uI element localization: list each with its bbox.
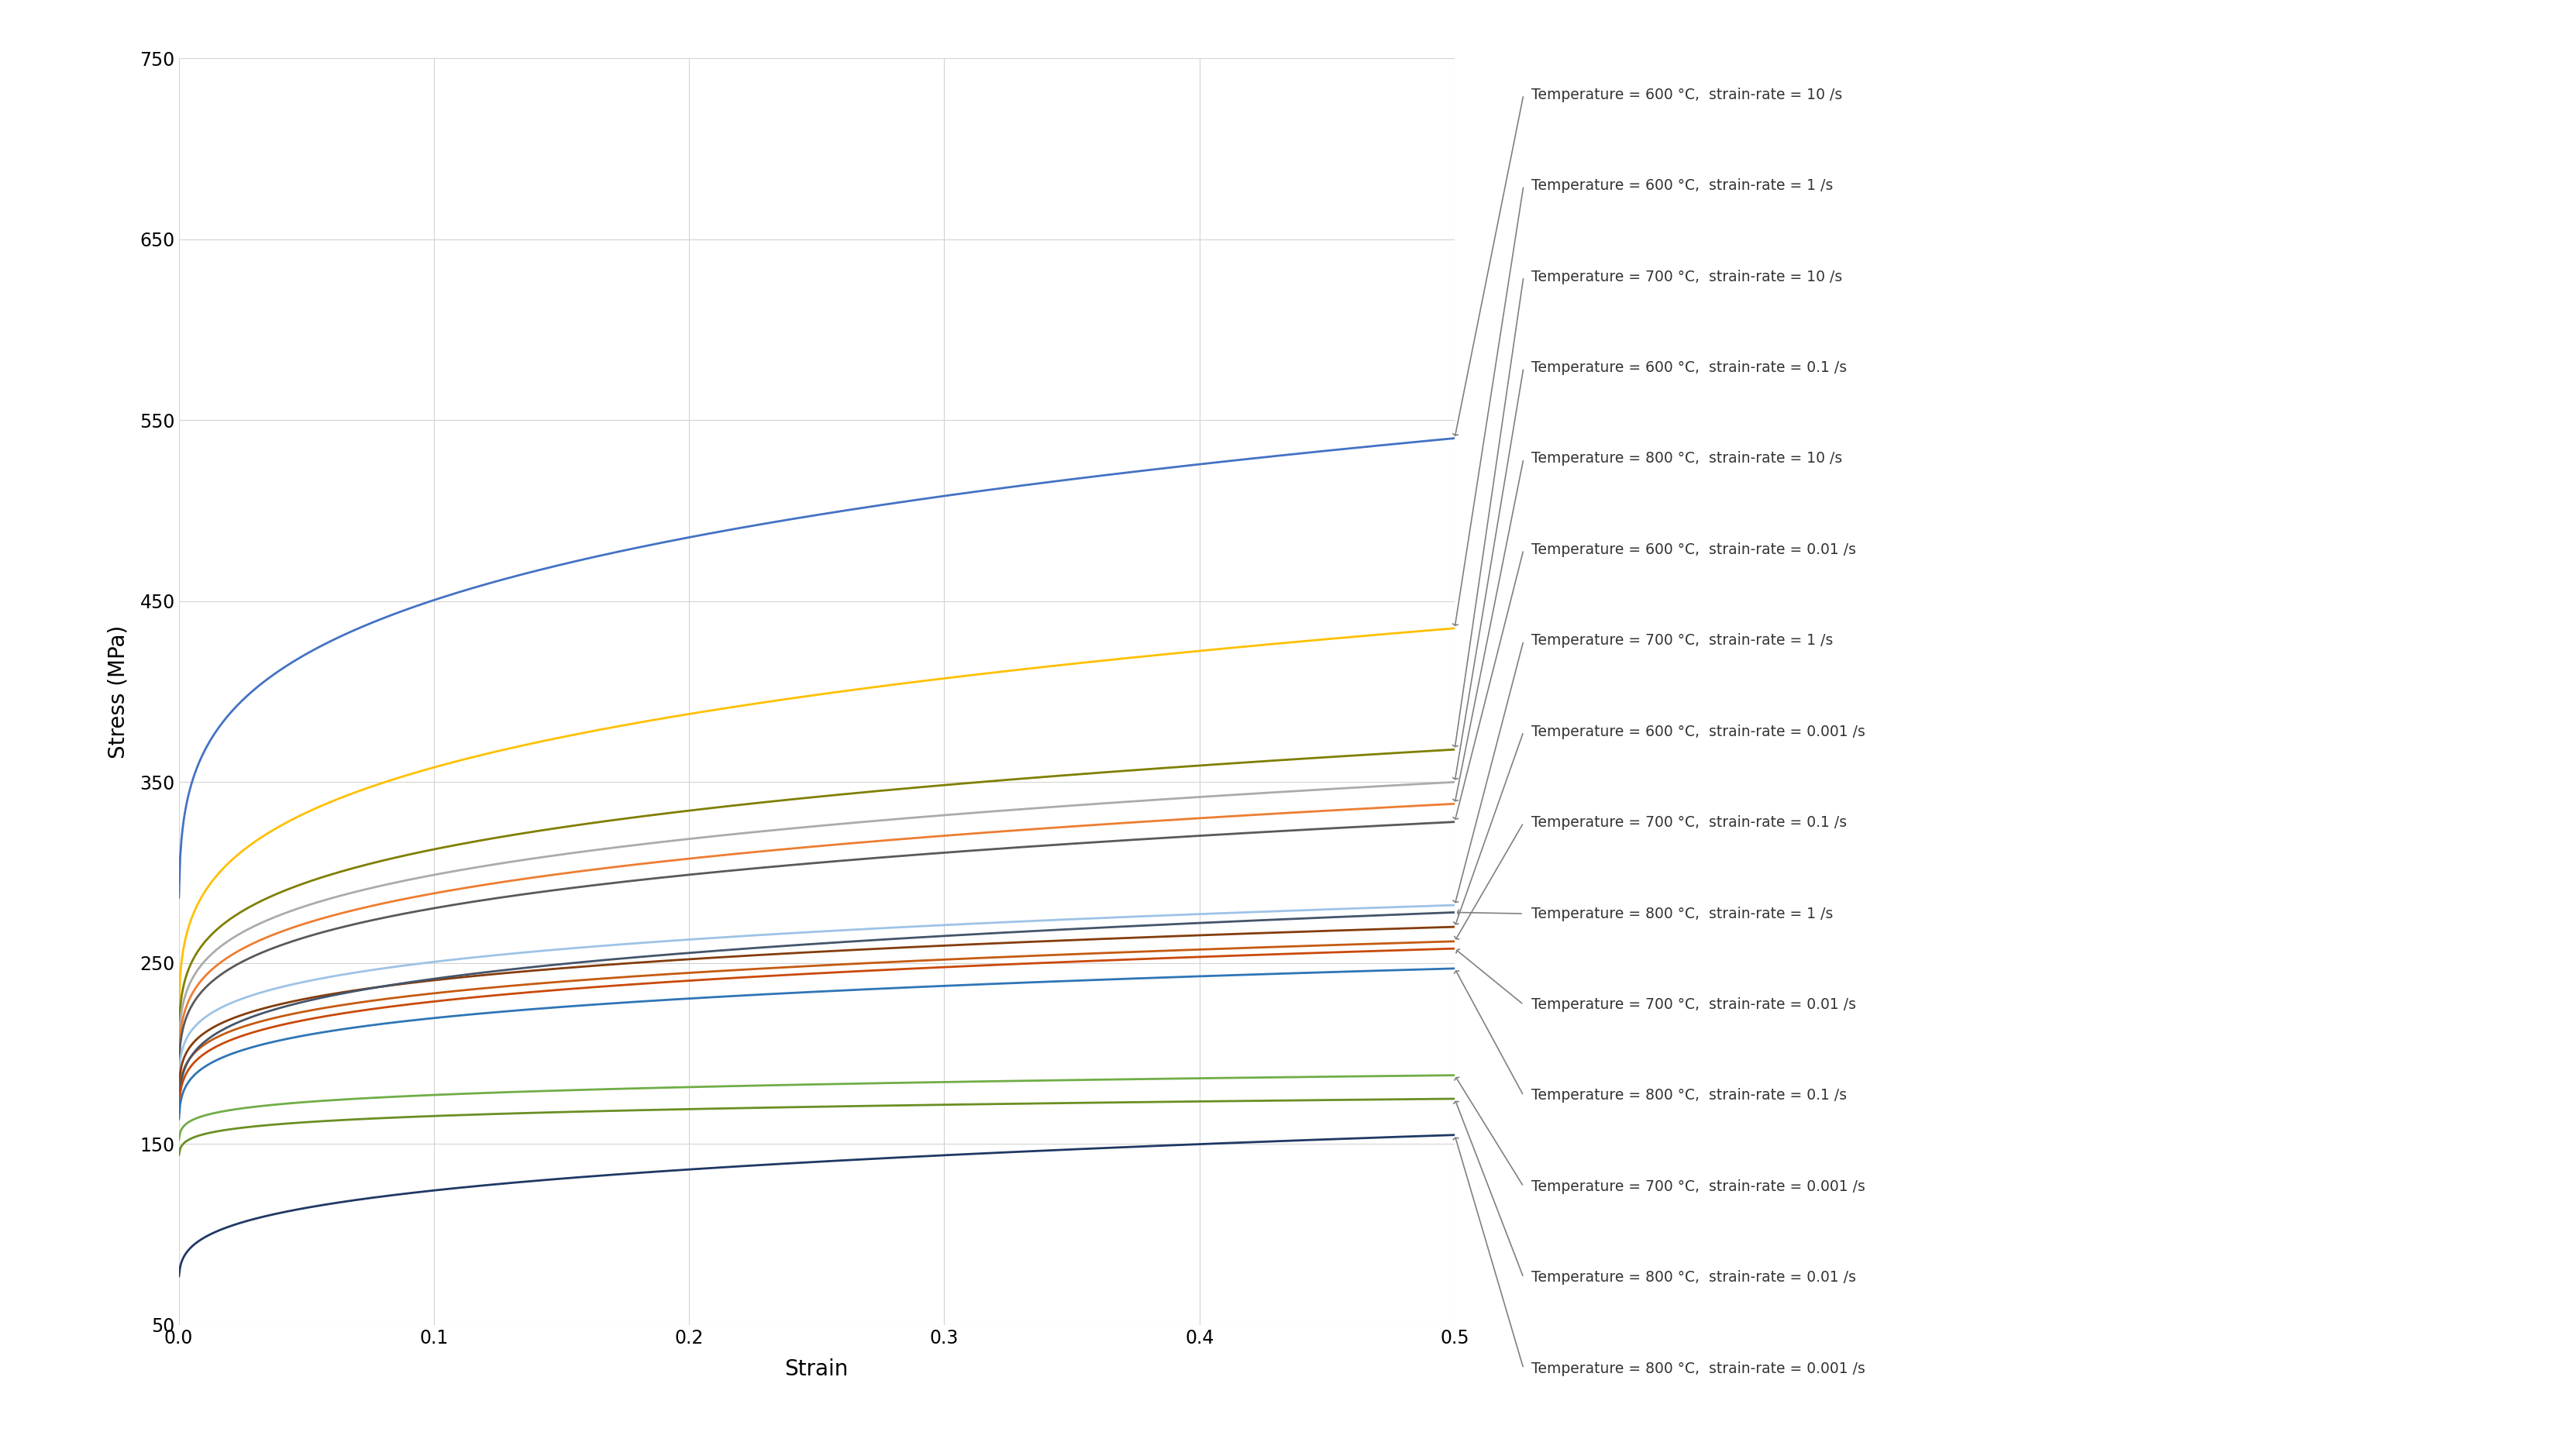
Text: Temperature = 800 °C,  strain-rate = 10 /s: Temperature = 800 °C, strain-rate = 10 /… <box>1531 451 1843 466</box>
Text: Temperature = 700 °C,  strain-rate = 0.01 /s: Temperature = 700 °C, strain-rate = 0.01… <box>1531 997 1855 1012</box>
Text: Temperature = 800 °C,  strain-rate = 0.01 /s: Temperature = 800 °C, strain-rate = 0.01… <box>1531 1270 1855 1286</box>
Text: Temperature = 600 °C,  strain-rate = 1 /s: Temperature = 600 °C, strain-rate = 1 /s <box>1531 178 1832 194</box>
Y-axis label: Stress (MPa): Stress (MPa) <box>107 625 128 759</box>
Text: Temperature = 800 °C,  strain-rate = 0.001 /s: Temperature = 800 °C, strain-rate = 0.00… <box>1531 1361 1866 1376</box>
Text: Temperature = 700 °C,  strain-rate = 0.001 /s: Temperature = 700 °C, strain-rate = 0.00… <box>1531 1179 1866 1194</box>
Text: Temperature = 700 °C,  strain-rate = 10 /s: Temperature = 700 °C, strain-rate = 10 /… <box>1531 269 1843 284</box>
Text: Temperature = 800 °C,  strain-rate = 1 /s: Temperature = 800 °C, strain-rate = 1 /s <box>1531 906 1832 922</box>
Text: Temperature = 700 °C,  strain-rate = 1 /s: Temperature = 700 °C, strain-rate = 1 /s <box>1531 633 1832 648</box>
Text: Temperature = 600 °C,  strain-rate = 10 /s: Temperature = 600 °C, strain-rate = 10 /… <box>1531 87 1843 102</box>
Text: Temperature = 600 °C,  strain-rate = 0.001 /s: Temperature = 600 °C, strain-rate = 0.00… <box>1531 724 1866 740</box>
Text: Temperature = 600 °C,  strain-rate = 0.01 /s: Temperature = 600 °C, strain-rate = 0.01… <box>1531 542 1855 558</box>
X-axis label: Strain: Strain <box>783 1358 850 1380</box>
Text: Temperature = 600 °C,  strain-rate = 0.1 /s: Temperature = 600 °C, strain-rate = 0.1 … <box>1531 360 1848 376</box>
Text: Temperature = 800 °C,  strain-rate = 0.1 /s: Temperature = 800 °C, strain-rate = 0.1 … <box>1531 1088 1848 1104</box>
Text: Temperature = 700 °C,  strain-rate = 0.1 /s: Temperature = 700 °C, strain-rate = 0.1 … <box>1531 815 1848 830</box>
